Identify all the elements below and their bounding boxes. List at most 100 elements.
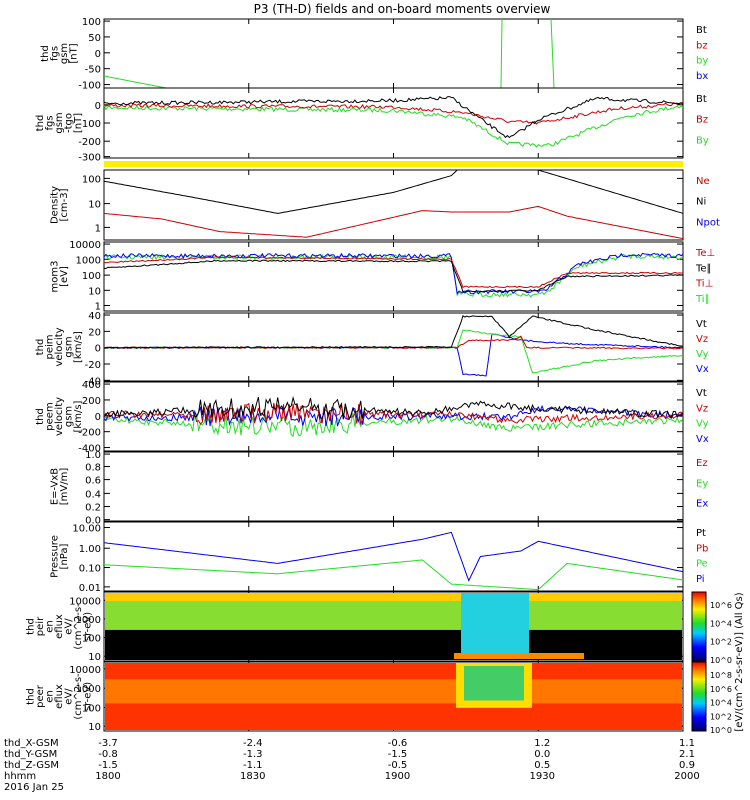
legend-entry: Ex	[696, 499, 708, 510]
panel-peer: 10000 1000 100 10 thdpeerenefluxeV/(cm^2-s-s…	[26, 661, 684, 733]
y-axis-label: gsm	[59, 43, 70, 64]
legend-entry: Vy	[696, 419, 709, 430]
colorbar-tick-label: 10^6	[710, 601, 732, 610]
x-column-value: -1.5	[388, 749, 408, 760]
panel-frame	[103, 169, 684, 241]
y-tick-label: -20	[85, 360, 101, 371]
legend-entry: Te∥	[695, 263, 712, 274]
y-axis-label: fgs	[45, 115, 56, 130]
colorbar-tick-label: 10^0	[710, 656, 732, 665]
legend-entry: Ez	[696, 458, 708, 469]
y-tick-label: 0.10	[79, 564, 101, 575]
y-tick-label: 10	[88, 652, 101, 663]
y-tick-label: 400	[82, 380, 101, 391]
y-axis-label: E=-VxB	[49, 468, 60, 505]
y-tick-label: 100	[82, 634, 101, 645]
panel-frame	[103, 521, 684, 592]
legend-entry: Vt	[696, 319, 707, 330]
spectrogram-ion-top	[105, 593, 682, 601]
y-axis-label: (cm^2-s-	[73, 603, 84, 650]
plot-title: P3 (TH-D) fields and on-board moments ov…	[254, 2, 551, 16]
y-tick-label: 0	[95, 101, 101, 112]
x-column-value: -3.7	[98, 738, 118, 749]
legend-entry: Vy	[696, 349, 709, 360]
y-tick-label: -100	[78, 119, 101, 130]
panel-peir: 10000 1000 100 10 thdpeirenefluxeV/(cm^2-s-s…	[26, 591, 684, 663]
y-tick-label: 1	[95, 301, 101, 312]
trace-vx	[103, 333, 684, 377]
trace-pi	[103, 531, 684, 582]
y-axis-label: [nT]	[68, 43, 79, 63]
legend-entry: Pi	[696, 574, 705, 585]
panel-frame	[103, 241, 684, 312]
y-axis-label: en	[45, 620, 56, 633]
x-column-value: -0.5	[388, 760, 408, 771]
y-tick-label: 50	[88, 33, 101, 44]
x-column-value: -0.6	[388, 738, 408, 749]
y-axis-label: fgs	[49, 46, 60, 61]
y-tick-label: 0.0	[85, 516, 101, 527]
y-tick-label: 10	[88, 722, 101, 733]
x-column-value: 1.2	[534, 738, 550, 749]
x-column-value: 0.0	[534, 749, 550, 760]
y-axis-label: thd	[40, 45, 51, 62]
y-axis-label: en	[45, 690, 56, 703]
y-axis-label: thd	[35, 408, 46, 425]
y-tick-label: 1.0	[85, 450, 101, 461]
y-axis-label: [cm-3]	[59, 188, 70, 221]
x-column-value: 1930	[530, 771, 555, 782]
y-axis-label: [nT]	[73, 113, 84, 133]
legend-entry: Bz	[696, 115, 708, 126]
y-tick-label: 0.6	[85, 476, 101, 487]
trace-te-perp	[103, 256, 684, 289]
y-axis-label: [nPa]	[59, 543, 70, 569]
y-tick-label: 0	[95, 49, 101, 60]
x-row-label: thd_Z-GSM	[4, 760, 59, 771]
y-axis-label: peir	[35, 616, 46, 636]
x-column-value: 1830	[240, 771, 265, 782]
y-axis-label: Pressure	[49, 535, 60, 578]
y-tick-label: 100	[82, 174, 101, 185]
y-axis-label: peer	[35, 684, 46, 708]
colorbar-tick-label: 10^0	[710, 726, 732, 735]
trace-by-spikes	[500, 18, 555, 89]
y-axis-label: -tgo	[64, 113, 75, 133]
y-axis-label: sr-eV)	[83, 612, 94, 641]
y-tick-label: 1000	[76, 615, 101, 626]
y-tick-label: 0.2	[85, 503, 101, 514]
y-tick-label: 10000	[69, 665, 101, 676]
y-tick-label: -50	[85, 65, 101, 76]
y-axis-label: [km/s]	[73, 400, 84, 432]
y-axis-label: thd	[26, 688, 37, 705]
trace-te-par	[103, 259, 684, 293]
y-axis-label: thd	[35, 339, 46, 356]
y-axis-label: velocity	[54, 397, 65, 436]
y-axis-label: mom3	[49, 261, 60, 293]
legend-entry: Pe	[696, 559, 708, 570]
legend-entry: bx	[696, 71, 708, 82]
y-tick-label: 0.4	[85, 489, 101, 500]
legend-entry: Ni	[696, 197, 706, 208]
spectrogram-electron-gap	[464, 666, 524, 701]
x-column-value: -0.8	[98, 749, 118, 760]
y-axis-label: gsm	[54, 112, 65, 133]
legend-entry: Vt	[696, 388, 707, 399]
y-axis-label: peim	[45, 334, 56, 359]
y-axis-label: eflux	[54, 684, 65, 709]
panel-efield: 1.00.8 0.6 0.4 0.2 0.0 E=-VxB[mV/m] Ez Ey Ex	[49, 450, 708, 527]
x-column-value: 1900	[385, 771, 410, 782]
x-column-value: 2000	[674, 771, 699, 782]
y-tick-label: 10000	[69, 240, 101, 251]
legend-entry: Npot	[696, 217, 720, 228]
trace-ni	[103, 169, 684, 214]
yellow-strip	[104, 161, 683, 167]
colorbar-tick-label: 10^2	[710, 712, 732, 721]
y-tick-label: 0	[95, 412, 101, 423]
colorbar-ion	[691, 591, 707, 662]
x-column-value: 1.1	[679, 738, 695, 749]
legend-entry: Vz	[696, 403, 708, 414]
legend-entry: Ey	[696, 478, 708, 489]
